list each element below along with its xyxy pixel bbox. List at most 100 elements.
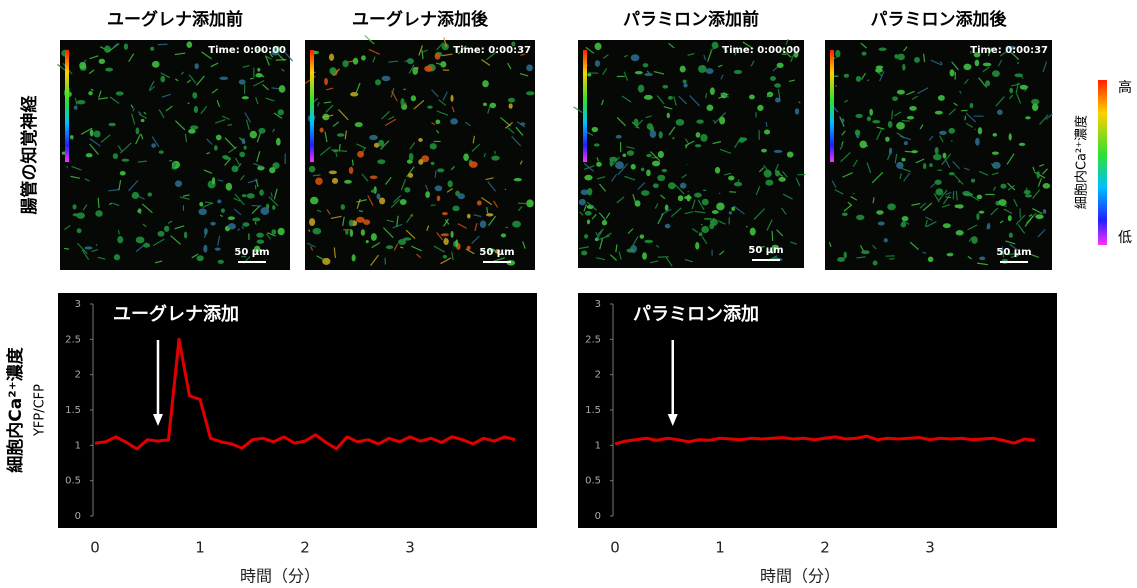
cell-process [781, 53, 787, 56]
cell-process [388, 60, 399, 63]
cell-body [403, 237, 412, 241]
cell-body [644, 239, 654, 244]
cell-process [399, 246, 404, 249]
cell-process [265, 233, 271, 240]
cell-body [404, 187, 411, 193]
cell-body [587, 73, 592, 77]
cell-process [128, 179, 139, 192]
cell-process [1013, 199, 1018, 207]
cell-body [664, 223, 671, 229]
cell-body [664, 204, 669, 211]
cell-process [866, 79, 870, 82]
cell-body [160, 75, 166, 83]
cell-process [507, 62, 512, 70]
time-stamp: Time: 0:00:37 [453, 45, 531, 56]
cell-process [342, 216, 345, 227]
cell-process [769, 256, 778, 260]
cell-process [474, 223, 478, 232]
cell-body [115, 91, 124, 96]
cell-process [930, 183, 936, 188]
cell-process [945, 191, 952, 196]
cell-process [372, 56, 376, 63]
cell-body [217, 259, 224, 264]
cell-body [1031, 98, 1040, 105]
cell-process [351, 159, 354, 166]
cell-body [662, 84, 669, 89]
cell-process [254, 221, 257, 225]
cell-body [399, 198, 407, 206]
cell-process [718, 192, 721, 195]
cell-body [694, 192, 702, 198]
cell-process [1009, 243, 1019, 252]
cell-body [615, 161, 624, 170]
cell-body [661, 168, 668, 173]
cell-process [591, 214, 597, 220]
cell-body [435, 119, 441, 125]
cell-body [640, 190, 650, 196]
cell-process [1039, 114, 1049, 126]
cell-process [703, 54, 707, 61]
cell-process [224, 158, 232, 166]
cell-body [894, 53, 898, 59]
cell-process [828, 242, 832, 247]
cell-process [1037, 178, 1042, 187]
cell-body [348, 219, 354, 227]
cell-body [903, 141, 908, 146]
cell-body [345, 229, 349, 235]
cell-body [429, 143, 437, 150]
cell-process [494, 150, 496, 155]
cell-process [255, 97, 259, 105]
cell-process [948, 108, 956, 116]
cell-body [584, 174, 593, 181]
cell-body [252, 217, 261, 222]
cell-body [277, 109, 284, 116]
cell-process [368, 48, 381, 55]
cell-process [504, 188, 507, 191]
cell-body [942, 152, 947, 159]
cell-process [964, 115, 967, 121]
cell-body [1008, 133, 1012, 141]
cell-body [771, 244, 779, 250]
cell-process [670, 207, 682, 218]
cell-body [861, 250, 870, 255]
cell-body [978, 210, 985, 214]
cell-process [312, 174, 321, 177]
cell-body [231, 165, 239, 173]
cell-body [513, 178, 522, 182]
cell-body [929, 163, 933, 168]
cell-process [906, 90, 915, 96]
cell-process [632, 194, 636, 202]
cell-process [901, 167, 911, 173]
cell-process [174, 120, 186, 131]
colorbar-label: 細胞内Ca²⁺濃度 [1074, 115, 1090, 209]
cell-body [749, 227, 756, 236]
cell-process [982, 66, 990, 73]
cell-body [258, 127, 266, 134]
cell-process [733, 205, 745, 215]
cell-body [866, 116, 872, 122]
cell-body [476, 200, 482, 206]
cell-process [720, 92, 729, 98]
cell-body [430, 161, 435, 165]
cell-process [117, 229, 120, 235]
cell-body [970, 178, 976, 183]
cell-process [774, 163, 780, 172]
cell-process [926, 221, 937, 228]
cell-process [267, 232, 276, 237]
cell-body [76, 212, 85, 219]
cell-process [691, 199, 696, 210]
cell-process [493, 257, 505, 262]
cell-body [215, 134, 222, 141]
cell-process [404, 58, 411, 63]
cell-body [757, 104, 764, 112]
cell-process [668, 42, 675, 49]
cell-body [418, 159, 424, 165]
cell-body [412, 66, 419, 75]
cell-body [719, 116, 726, 125]
cell-process [922, 202, 933, 211]
cell-body [241, 96, 249, 100]
cell-body [861, 51, 867, 56]
cell-body [643, 94, 653, 100]
cell-body [163, 225, 170, 232]
cell-body [594, 42, 602, 51]
